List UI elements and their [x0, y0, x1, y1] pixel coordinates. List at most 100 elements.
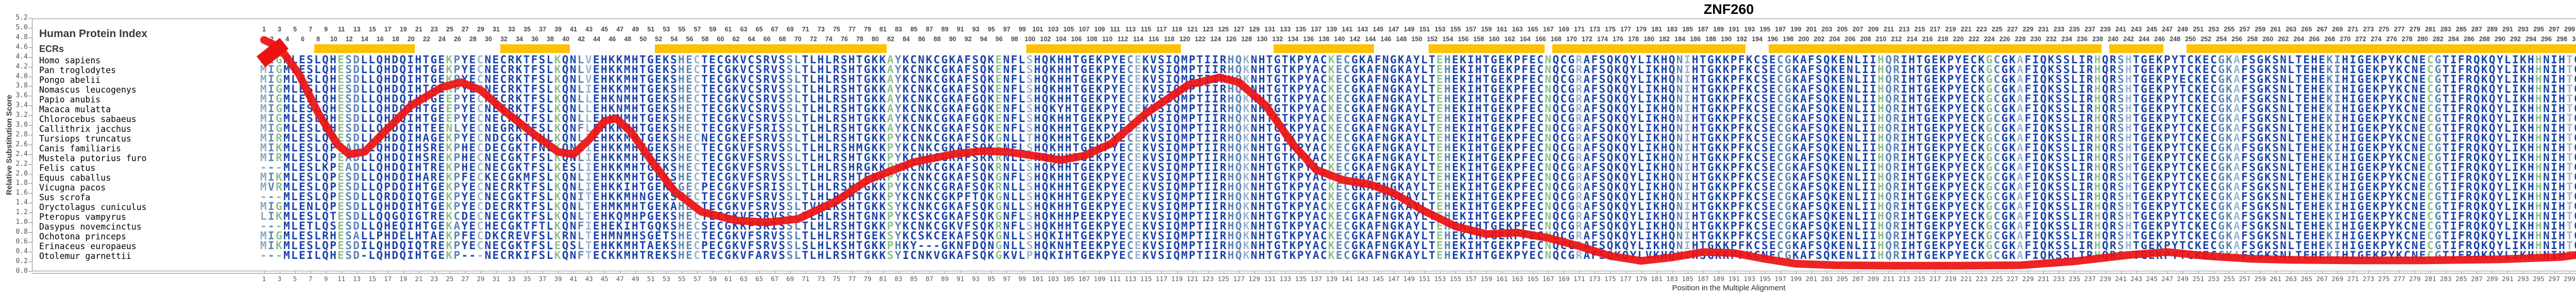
x-tick-label: 291	[2502, 275, 2514, 283]
y-tick-mark	[28, 115, 32, 116]
ruler-number: 49	[632, 26, 639, 33]
ruler-number: 160	[1488, 36, 1500, 43]
ruler-number: 185	[1682, 26, 1693, 33]
ruler-number: 174	[1597, 36, 1608, 43]
x-tick-mark	[1873, 271, 1874, 273]
x-tick-label: 245	[2146, 275, 2158, 283]
x-tick-label: 45	[600, 275, 608, 283]
x-tick-label: 151	[1418, 275, 1431, 283]
x-tick-label: 137	[1310, 275, 1323, 283]
x-tick-mark	[295, 271, 296, 273]
ecr-bar	[1274, 44, 1375, 53]
y-tick-label: 2.8	[15, 130, 28, 138]
ruler-number: 159	[1481, 26, 1492, 33]
x-tick-label: 219	[1944, 275, 1957, 283]
ruler-number: 223	[1976, 26, 1987, 33]
ruler-number: 192	[1736, 36, 1748, 43]
ruler-number: 172	[1581, 36, 1592, 43]
y-tick-label: 3.8	[15, 82, 28, 90]
residue-run: P	[1026, 249, 1035, 262]
x-tick-label: 201	[1805, 275, 1818, 283]
residue-run: -	[276, 249, 284, 262]
ruler-number: 39	[554, 26, 562, 33]
ruler-number: 270	[2340, 36, 2351, 43]
x-tick-label: 25	[446, 275, 454, 283]
x-tick-label: 63	[740, 275, 748, 283]
x-tick-mark	[821, 271, 822, 273]
ruler-number: 298	[2556, 36, 2567, 43]
x-tick-mark	[2291, 271, 2292, 273]
y-tick-mark	[28, 271, 32, 272]
ruler-number: 55	[678, 26, 686, 33]
species-label: Pteropus vampyrus	[39, 212, 126, 222]
ruler-number: 78	[856, 36, 863, 43]
x-tick-label: 165	[1527, 275, 1539, 283]
ruler-number: 289	[2486, 26, 2498, 33]
ruler-number: 274	[2370, 36, 2382, 43]
x-tick-label: 53	[662, 275, 670, 283]
ruler-number: 213	[1899, 26, 1910, 33]
x-tick-label: 229	[2022, 275, 2034, 283]
ecr-bar	[1769, 44, 2102, 53]
x-tick-label: 239	[2099, 275, 2111, 283]
x-tick-label: 77	[848, 275, 856, 283]
residue-run: K	[554, 249, 562, 262]
ruler-number: 215	[1914, 26, 1925, 33]
residue-run: E	[1436, 249, 1445, 262]
y-tick-label: 4.0	[15, 72, 28, 80]
residue-run: SD	[345, 249, 361, 262]
x-tick-mark	[1347, 271, 1348, 273]
ruler-number: 219	[1945, 26, 1956, 33]
x-tick-label: 117	[1156, 275, 1167, 283]
ruler-number: 113	[1125, 26, 1136, 33]
x-tick-label: 5	[293, 275, 297, 283]
residue-run: EC	[1335, 249, 1351, 262]
x-tick-label: 207	[1852, 275, 1864, 283]
x-tick-label: 147	[1387, 275, 1400, 283]
ruler-number: 35	[523, 26, 531, 33]
residue-run: C	[1127, 249, 1135, 262]
ruler-number: 94	[980, 36, 988, 43]
x-tick-label: 185	[1682, 275, 1693, 283]
x-tick-label: 203	[1821, 275, 1833, 283]
x-tick-mark	[2167, 271, 2168, 273]
ruler-number: 108	[1086, 36, 1097, 43]
x-tick-label: 183	[1666, 275, 1678, 283]
x-tick-label: 211	[1883, 275, 1895, 283]
x-tick-label: 101	[1031, 275, 1044, 283]
x-tick-mark	[2074, 271, 2075, 273]
x-tick-label: 261	[2269, 275, 2282, 283]
ruler-number: 11	[338, 26, 345, 33]
residue-run: TGEKPYTCKEC	[2133, 249, 2218, 262]
x-tick-label: 225	[1991, 275, 2003, 283]
x-tick-label: 65	[755, 275, 764, 283]
y-tick-mark	[28, 154, 32, 155]
ruler-number: 83	[894, 26, 902, 33]
x-tick-label: 227	[2007, 275, 2019, 283]
y-tick-mark	[28, 18, 32, 19]
ruler-number: 204	[1829, 36, 1840, 43]
x-tick-label: 131	[1264, 275, 1276, 283]
ruler-number: 208	[1860, 36, 1871, 43]
ruler-number: 30	[485, 36, 492, 43]
ecr-bar	[314, 44, 415, 53]
x-tick-label: 67	[771, 275, 779, 283]
ruler-number: 103	[1047, 26, 1059, 33]
x-tick-mark	[1672, 271, 1673, 273]
ruler-number: 109	[1094, 26, 1105, 33]
ruler-number: 234	[2061, 36, 2072, 43]
ruler-number: 247	[2162, 26, 2173, 33]
x-tick-label: 149	[1403, 275, 1415, 283]
residue-run: TECGKVFARVS	[701, 249, 787, 262]
x-tick-label: 109	[1094, 275, 1106, 283]
x-tick-mark	[1208, 271, 1209, 273]
ruler-number: 285	[2455, 26, 2467, 33]
species-label: Pan troglodytes	[39, 65, 116, 75]
ruler-number: 84	[902, 36, 910, 43]
ruler-number: 82	[887, 36, 894, 43]
residue-run: KVSIQMPTIIR	[1142, 249, 1228, 262]
ruler-number: 129	[1249, 26, 1260, 33]
ruler-number: 54	[670, 36, 678, 43]
x-tick-label: 247	[2161, 275, 2173, 283]
